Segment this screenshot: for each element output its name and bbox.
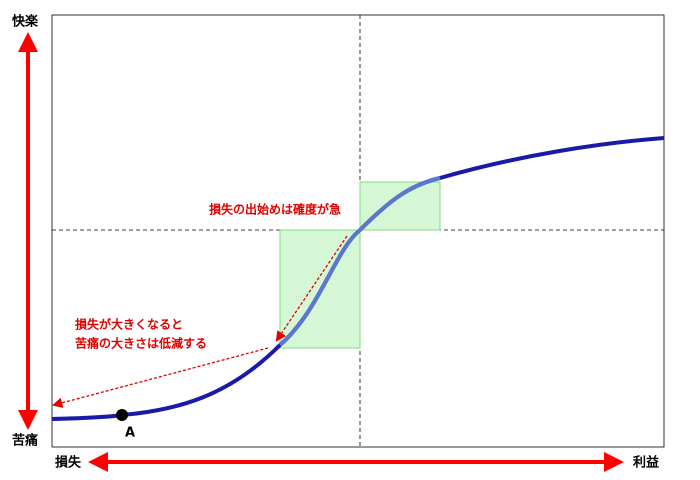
steep-arrow xyxy=(275,235,348,342)
annotation: 損失の出始めは確度が急 xyxy=(209,202,341,217)
left-label: 損失 xyxy=(55,455,82,471)
top-label: 快楽 xyxy=(12,14,39,30)
point-label: A xyxy=(125,426,135,441)
gain-box xyxy=(359,181,441,231)
point-a xyxy=(116,409,128,421)
frame xyxy=(51,14,665,448)
right-label: 利益 xyxy=(633,455,659,471)
bottom-label: 苦痛 xyxy=(12,433,38,449)
annotation: 苦痛の大きさは低減する xyxy=(75,336,207,351)
curve-highlight xyxy=(278,176,441,347)
flat-arrow xyxy=(51,347,269,408)
annotation: 損失が大きくなると xyxy=(75,317,183,332)
